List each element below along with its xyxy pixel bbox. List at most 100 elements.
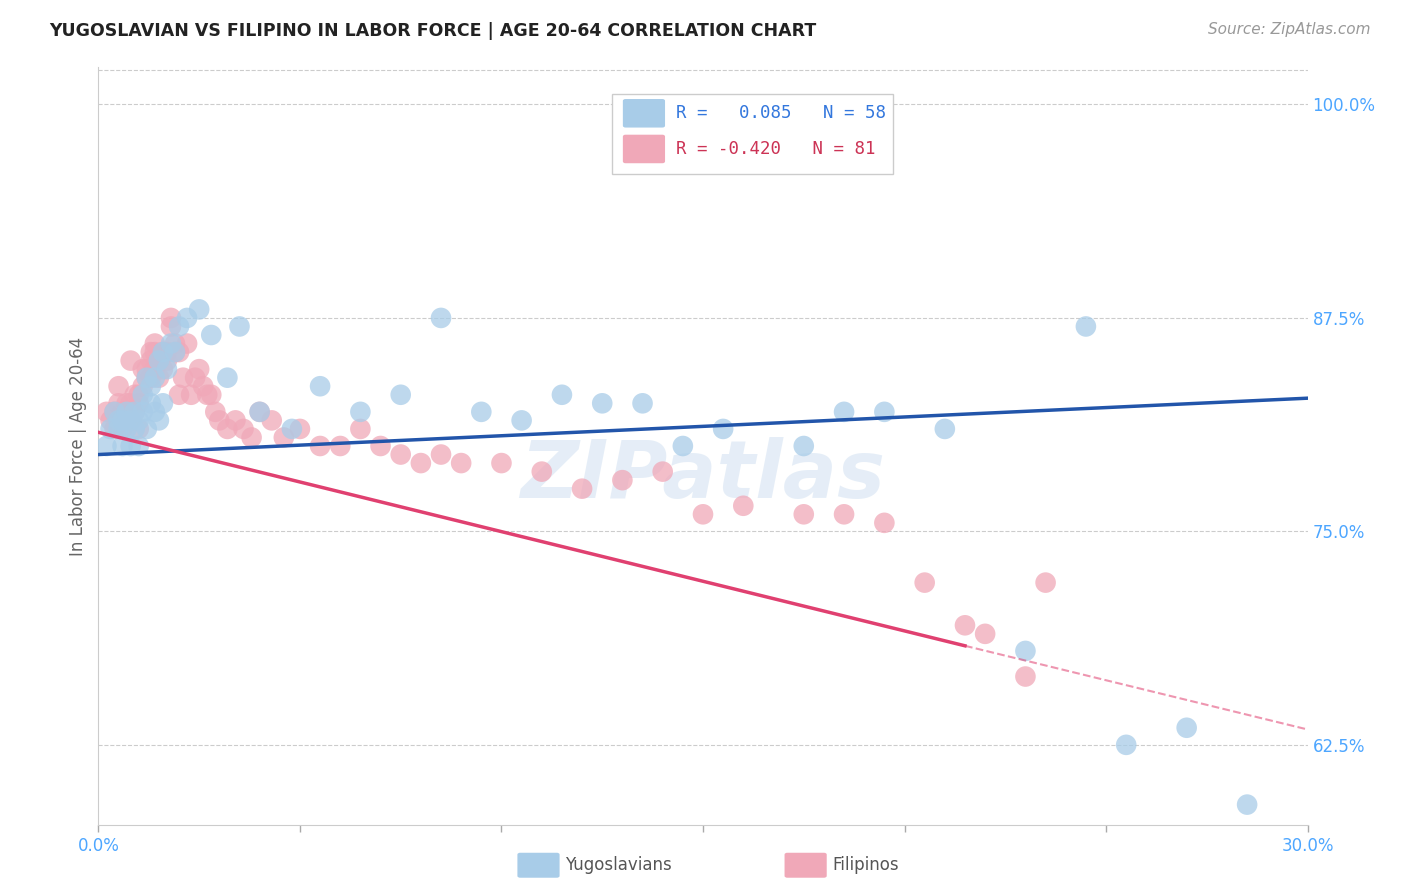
Point [124, 422, 146, 436]
Point [1014, 644, 1036, 658]
Point [200, 328, 222, 343]
Point [571, 482, 593, 496]
Point [152, 345, 174, 359]
Text: Filipinos: Filipinos [832, 856, 898, 874]
Point [240, 430, 263, 444]
Point [115, 405, 138, 419]
Point [156, 362, 179, 376]
Point [128, 388, 150, 402]
Point [115, 396, 138, 410]
Point [873, 516, 896, 530]
Point [249, 405, 271, 419]
Point [167, 345, 190, 359]
Point [349, 405, 371, 419]
Point [111, 405, 134, 419]
Point [530, 465, 553, 479]
Point [148, 370, 170, 384]
Point [1236, 797, 1258, 812]
Point [124, 405, 146, 419]
Point [208, 413, 231, 427]
Point [120, 353, 142, 368]
Point [143, 336, 166, 351]
Point [430, 310, 453, 325]
Point [148, 413, 170, 427]
Text: Yugoslavians: Yugoslavians [565, 856, 672, 874]
Text: YUGOSLAVIAN VS FILIPINO IN LABOR FORCE | AGE 20-64 CORRELATION CHART: YUGOSLAVIAN VS FILIPINO IN LABOR FORCE |… [49, 22, 817, 40]
Point [139, 353, 162, 368]
Point [273, 430, 295, 444]
Point [132, 379, 155, 393]
Point [115, 405, 138, 419]
Point [167, 388, 190, 402]
Point [260, 413, 283, 427]
Point [195, 388, 218, 402]
Point [100, 422, 122, 436]
Point [111, 413, 134, 427]
Point [128, 413, 150, 427]
Point [120, 413, 142, 427]
Point [160, 319, 183, 334]
Point [128, 396, 150, 410]
Point [132, 405, 155, 419]
Point [163, 345, 186, 359]
Point [139, 370, 162, 384]
Point [180, 388, 202, 402]
Point [591, 396, 613, 410]
Point [711, 422, 734, 436]
Point [193, 379, 215, 393]
Point [111, 422, 134, 436]
Point [309, 379, 332, 393]
Point [228, 319, 250, 334]
Point [309, 439, 332, 453]
Point [491, 456, 513, 470]
Point [914, 575, 936, 590]
Point [132, 362, 155, 376]
Point [156, 353, 179, 368]
Point [152, 396, 174, 410]
Point [288, 422, 311, 436]
Point [111, 439, 134, 453]
Point [143, 345, 166, 359]
Point [107, 413, 129, 427]
Point [692, 508, 714, 522]
Point [934, 422, 956, 436]
Point [832, 405, 855, 419]
Point [139, 396, 162, 410]
Point [551, 388, 574, 402]
Point [510, 413, 533, 427]
Point [115, 422, 138, 436]
Point [217, 422, 239, 436]
Point [450, 456, 472, 470]
Point [143, 370, 166, 384]
Point [176, 310, 198, 325]
Y-axis label: In Labor Force | Age 20-64: In Labor Force | Age 20-64 [69, 336, 87, 556]
Point [281, 422, 304, 436]
Point [135, 362, 157, 376]
Point [200, 388, 222, 402]
Point [96, 405, 118, 419]
Point [204, 405, 226, 419]
Point [873, 405, 896, 419]
Point [100, 413, 122, 427]
Point [370, 439, 392, 453]
Point [107, 379, 129, 393]
Point [389, 448, 412, 462]
Point [156, 345, 179, 359]
Point [1014, 669, 1036, 683]
Point [184, 370, 207, 384]
Point [135, 422, 157, 436]
Point [152, 345, 174, 359]
Point [176, 336, 198, 351]
Point [120, 396, 142, 410]
Point [96, 439, 118, 453]
Point [651, 465, 673, 479]
Point [249, 405, 271, 419]
Point [974, 627, 997, 641]
Point [1115, 738, 1137, 752]
Point [1035, 575, 1057, 590]
Point [224, 413, 246, 427]
Point [120, 439, 142, 453]
Point [612, 473, 634, 487]
Point [1074, 319, 1097, 334]
Point [188, 302, 211, 317]
